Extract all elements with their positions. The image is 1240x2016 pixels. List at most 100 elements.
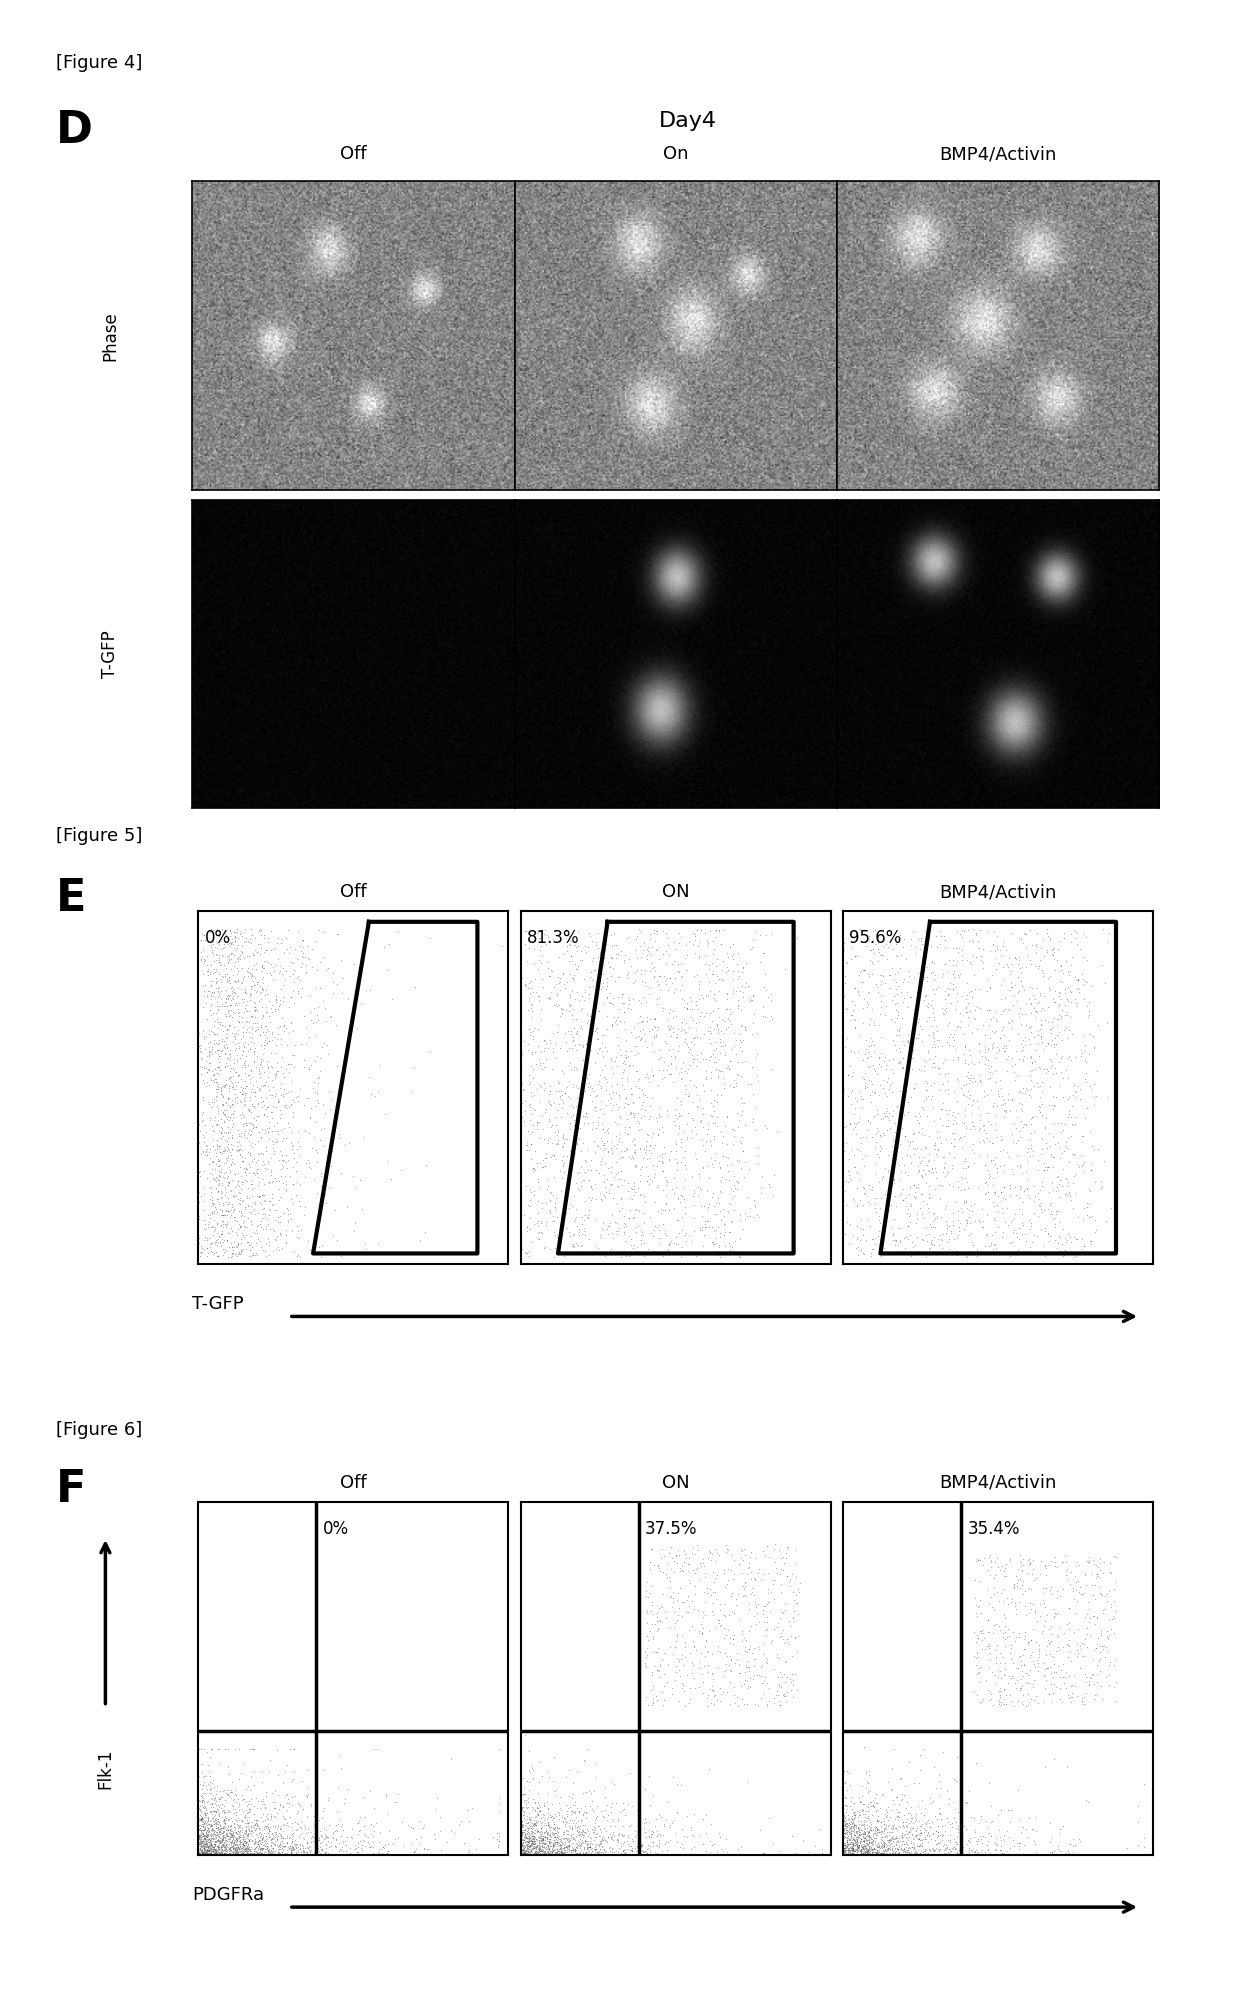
Point xyxy=(268,1734,288,1766)
Point xyxy=(249,1824,269,1857)
Point xyxy=(852,1835,872,1867)
Point xyxy=(188,1839,208,1871)
Point xyxy=(699,1024,719,1056)
Point xyxy=(838,1833,858,1865)
Point xyxy=(923,1079,942,1111)
Point xyxy=(706,1052,725,1085)
Point xyxy=(283,1837,303,1869)
Point xyxy=(651,1542,671,1574)
Point xyxy=(842,1831,862,1863)
Point xyxy=(630,1107,650,1139)
Point xyxy=(208,1220,228,1252)
Point xyxy=(210,1226,229,1258)
Point xyxy=(609,1804,629,1837)
Point xyxy=(911,925,931,958)
Point xyxy=(195,1829,215,1861)
Point xyxy=(1001,1643,1021,1675)
Point xyxy=(920,1234,940,1266)
Point xyxy=(188,1224,208,1256)
Point xyxy=(192,1831,212,1863)
Point xyxy=(570,994,590,1026)
Point xyxy=(222,1000,242,1032)
Point xyxy=(944,962,963,994)
Point xyxy=(1024,992,1044,1024)
Point xyxy=(231,1222,250,1254)
Point xyxy=(864,1006,884,1038)
Point xyxy=(899,990,919,1022)
Point xyxy=(191,1796,211,1829)
Point xyxy=(746,1609,766,1641)
Point xyxy=(1013,1579,1033,1611)
Point xyxy=(849,1123,869,1155)
Point xyxy=(987,1066,1007,1099)
Point xyxy=(944,1097,963,1129)
Point xyxy=(516,1835,536,1867)
Point xyxy=(536,1824,556,1857)
Point xyxy=(218,1812,238,1845)
Point xyxy=(201,1829,221,1861)
Point xyxy=(289,1820,309,1853)
Point xyxy=(296,1026,316,1058)
Point xyxy=(598,982,618,1014)
Point xyxy=(224,1824,244,1857)
Point xyxy=(1080,1619,1100,1651)
Point xyxy=(878,931,898,964)
Point xyxy=(527,1837,547,1869)
Point xyxy=(846,1833,866,1865)
Point xyxy=(701,1040,720,1073)
Point xyxy=(265,1058,285,1091)
Point xyxy=(237,1006,257,1038)
Point xyxy=(998,1589,1018,1621)
Point xyxy=(675,1004,694,1036)
Point xyxy=(652,996,672,1028)
Point xyxy=(526,1835,546,1867)
Point xyxy=(646,933,666,966)
Point xyxy=(985,1579,1004,1611)
Point xyxy=(713,964,733,996)
Point xyxy=(1013,1810,1033,1843)
Point xyxy=(608,1218,627,1250)
Point xyxy=(568,1837,588,1869)
Point xyxy=(833,1052,853,1085)
Text: 0%: 0% xyxy=(322,1520,348,1538)
Point xyxy=(521,966,541,998)
Point xyxy=(270,1837,290,1869)
Point xyxy=(234,1089,254,1121)
Point xyxy=(986,1042,1006,1075)
Point xyxy=(660,1193,680,1226)
Point xyxy=(596,1000,616,1032)
Point xyxy=(988,1195,1008,1228)
Point xyxy=(277,1077,296,1109)
Point xyxy=(196,1837,216,1869)
Point xyxy=(924,1026,944,1058)
Point xyxy=(201,1171,221,1204)
Point xyxy=(923,956,942,988)
Point xyxy=(655,1193,675,1226)
Point xyxy=(709,1054,729,1087)
Point xyxy=(843,1833,863,1865)
Point xyxy=(236,1163,255,1195)
Point xyxy=(1044,1667,1064,1699)
Point xyxy=(1021,1012,1040,1044)
Point xyxy=(771,1671,791,1704)
Point xyxy=(620,1097,640,1129)
Point xyxy=(847,1835,867,1867)
Point xyxy=(787,1587,807,1619)
Point xyxy=(833,1068,853,1101)
Point xyxy=(198,1837,218,1869)
Point xyxy=(991,933,1011,966)
Point xyxy=(221,1157,241,1189)
Point xyxy=(208,1831,228,1863)
Point xyxy=(565,984,585,1016)
Point xyxy=(625,964,645,996)
Point xyxy=(222,1121,242,1153)
Point xyxy=(915,1157,935,1189)
Point xyxy=(869,1804,889,1837)
Point xyxy=(363,1831,383,1863)
Point xyxy=(604,1820,624,1853)
Point xyxy=(667,1625,687,1657)
Point xyxy=(987,1829,1007,1861)
Point xyxy=(993,1133,1013,1165)
Point xyxy=(195,1796,215,1829)
Point xyxy=(560,1052,580,1085)
